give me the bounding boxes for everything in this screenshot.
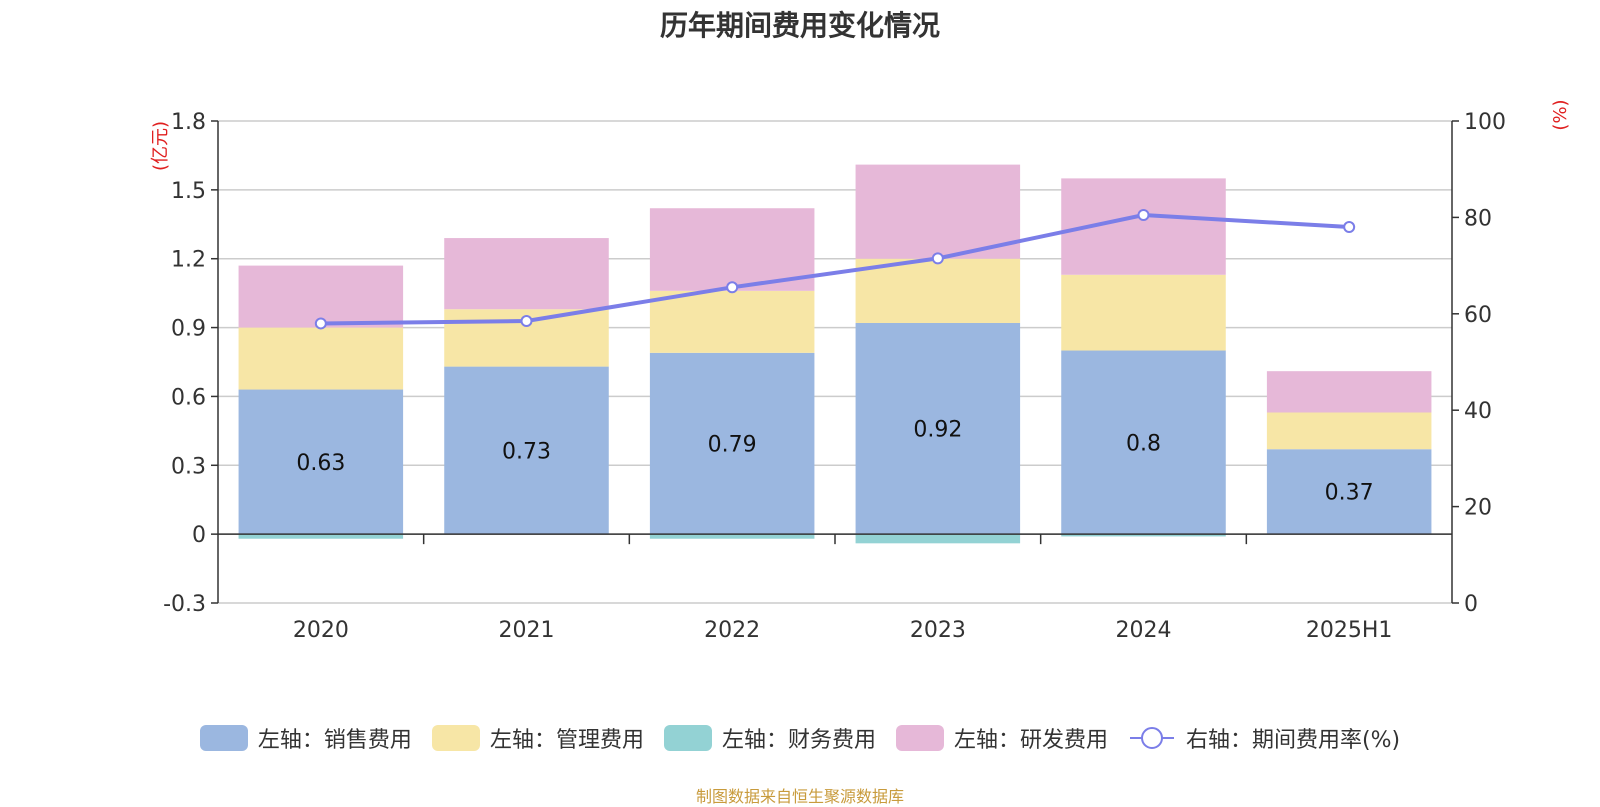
legend-item[interactable]: 左轴：销售费用 xyxy=(199,722,412,754)
left-axis-tick-label: -0.3 xyxy=(163,592,206,617)
bar-data-label: 0.37 xyxy=(1325,481,1374,506)
legend-swatch xyxy=(663,725,712,751)
left-axis-tick-label: 1.2 xyxy=(171,248,206,273)
legend-swatch xyxy=(199,725,248,751)
bar-segment xyxy=(238,534,404,539)
left-axis-tick-label: 0 xyxy=(192,523,206,548)
legend-swatch xyxy=(895,725,944,751)
bar-data-label: 0.79 xyxy=(708,432,757,457)
bar-segment xyxy=(444,366,609,535)
bar-segment xyxy=(649,534,815,539)
chart-title: 历年期间费用变化情况 xyxy=(659,9,940,42)
legend-item[interactable]: 左轴：管理费用 xyxy=(431,722,644,754)
bar-data-label: 0.63 xyxy=(296,451,345,476)
rate-line-point xyxy=(314,317,327,330)
legend-item[interactable]: 左轴：研发费用 xyxy=(895,722,1108,754)
bar-segment xyxy=(855,322,1021,535)
left-axis-tick-label: 1.5 xyxy=(171,179,206,204)
right-axis-tick-label: 20 xyxy=(1464,496,1492,521)
left-axis-unit: (亿元) xyxy=(150,121,171,171)
bar-segment xyxy=(649,352,815,535)
chart-legend: 左轴：销售费用 左轴：管理费用 左轴：财务费用 左轴：研发费用 右轴：期间费用率(%) xyxy=(0,722,1600,754)
right-axis-tick-label: 60 xyxy=(1464,303,1492,328)
bar-segment xyxy=(444,238,609,310)
bar-segment xyxy=(238,389,404,535)
legend-label: 右轴：期间费用率(%) xyxy=(1185,728,1401,753)
rate-line-point xyxy=(931,252,944,265)
legend-label: 左轴：管理费用 xyxy=(489,728,644,753)
legend-item[interactable]: 左轴：财务费用 xyxy=(663,722,876,754)
left-axis-tick-label: 1.8 xyxy=(171,110,206,135)
right-axis-tick-label: 80 xyxy=(1464,206,1492,231)
bar-segment xyxy=(855,534,1021,544)
bar-segment xyxy=(649,290,815,353)
rate-line-point xyxy=(1343,221,1356,234)
bar-segment xyxy=(238,327,404,390)
x-axis-category-label: 2025H1 xyxy=(1306,618,1393,643)
legend-line-marker-icon xyxy=(1129,727,1174,749)
legend-label: 左轴：销售费用 xyxy=(257,728,412,753)
bar-segment xyxy=(238,265,404,328)
bar-data-label: 0.8 xyxy=(1126,431,1161,456)
right-axis-tick-label: 40 xyxy=(1464,399,1492,424)
bar-segment xyxy=(1266,449,1432,535)
bar-segment xyxy=(1266,371,1432,413)
x-axis-category-label: 2020 xyxy=(293,618,349,643)
left-axis-tick-label: 0.9 xyxy=(171,317,206,342)
rate-line xyxy=(320,212,1350,326)
bar-segment xyxy=(1061,534,1226,537)
rate-line-point xyxy=(1137,208,1150,221)
legend-item[interactable]: 右轴：期间费用率(%) xyxy=(1128,722,1400,754)
x-axis-category-label: 2021 xyxy=(499,618,555,643)
left-axis-tick-label: 0.6 xyxy=(171,385,206,410)
source-note: 制图数据来自恒生聚源数据库 xyxy=(695,787,904,806)
bar-segment xyxy=(855,164,1021,259)
rate-line-point xyxy=(726,281,739,294)
legend-label: 左轴：财务费用 xyxy=(721,728,876,753)
right-axis-unit: (%) xyxy=(1550,99,1571,130)
bar-data-label: 0.73 xyxy=(502,439,551,464)
right-axis-tick-label: 0 xyxy=(1464,592,1478,617)
x-axis-category-label: 2023 xyxy=(910,618,966,643)
x-axis-category-label: 2022 xyxy=(704,618,760,643)
right-axis-tick-label: 100 xyxy=(1464,110,1506,135)
bar-segment xyxy=(1061,350,1226,535)
bar-segment xyxy=(649,208,815,291)
rate-line-point xyxy=(520,315,533,328)
left-axis-tick-label: 0.3 xyxy=(171,454,206,479)
bar-segment xyxy=(1266,412,1432,450)
legend-label: 左轴：研发费用 xyxy=(953,728,1108,753)
legend-swatch xyxy=(431,725,480,751)
bar-segment xyxy=(1061,274,1226,351)
bar-data-label: 0.92 xyxy=(913,418,962,443)
x-axis-category-label: 2024 xyxy=(1116,618,1172,643)
bar-segment xyxy=(855,258,1021,323)
